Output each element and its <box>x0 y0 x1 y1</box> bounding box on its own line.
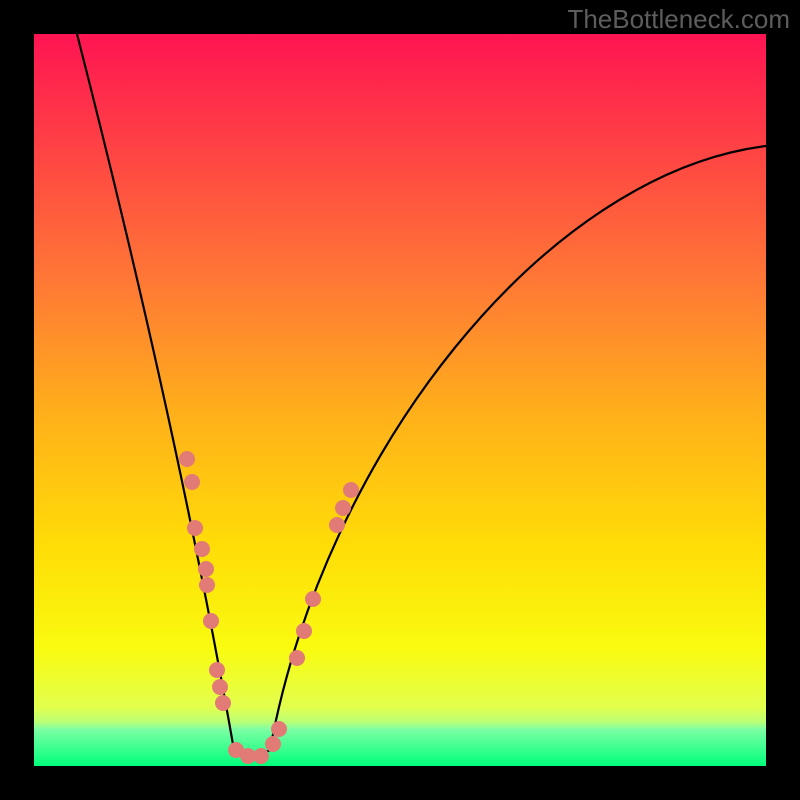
data-marker <box>194 541 210 557</box>
data-marker <box>215 695 231 711</box>
data-marker <box>212 679 228 695</box>
data-marker <box>179 451 195 467</box>
chart-svg <box>34 34 766 766</box>
data-marker <box>296 623 312 639</box>
outer-frame: TheBottleneck.com <box>0 0 800 800</box>
data-marker <box>305 591 321 607</box>
data-marker <box>271 721 287 737</box>
plot-area <box>34 34 766 766</box>
data-marker <box>184 474 200 490</box>
data-marker <box>209 662 225 678</box>
data-marker <box>265 736 281 752</box>
watermark-text: TheBottleneck.com <box>567 4 790 35</box>
data-marker <box>199 577 215 593</box>
curve-right-branch <box>270 146 766 750</box>
data-marker <box>343 482 359 498</box>
data-marker <box>198 561 214 577</box>
data-marker <box>253 748 269 764</box>
curve-left-branch <box>77 34 234 750</box>
data-marker <box>289 650 305 666</box>
marker-group <box>179 451 359 764</box>
data-marker <box>335 500 351 516</box>
data-marker <box>203 613 219 629</box>
data-marker <box>329 517 345 533</box>
data-marker <box>187 520 203 536</box>
